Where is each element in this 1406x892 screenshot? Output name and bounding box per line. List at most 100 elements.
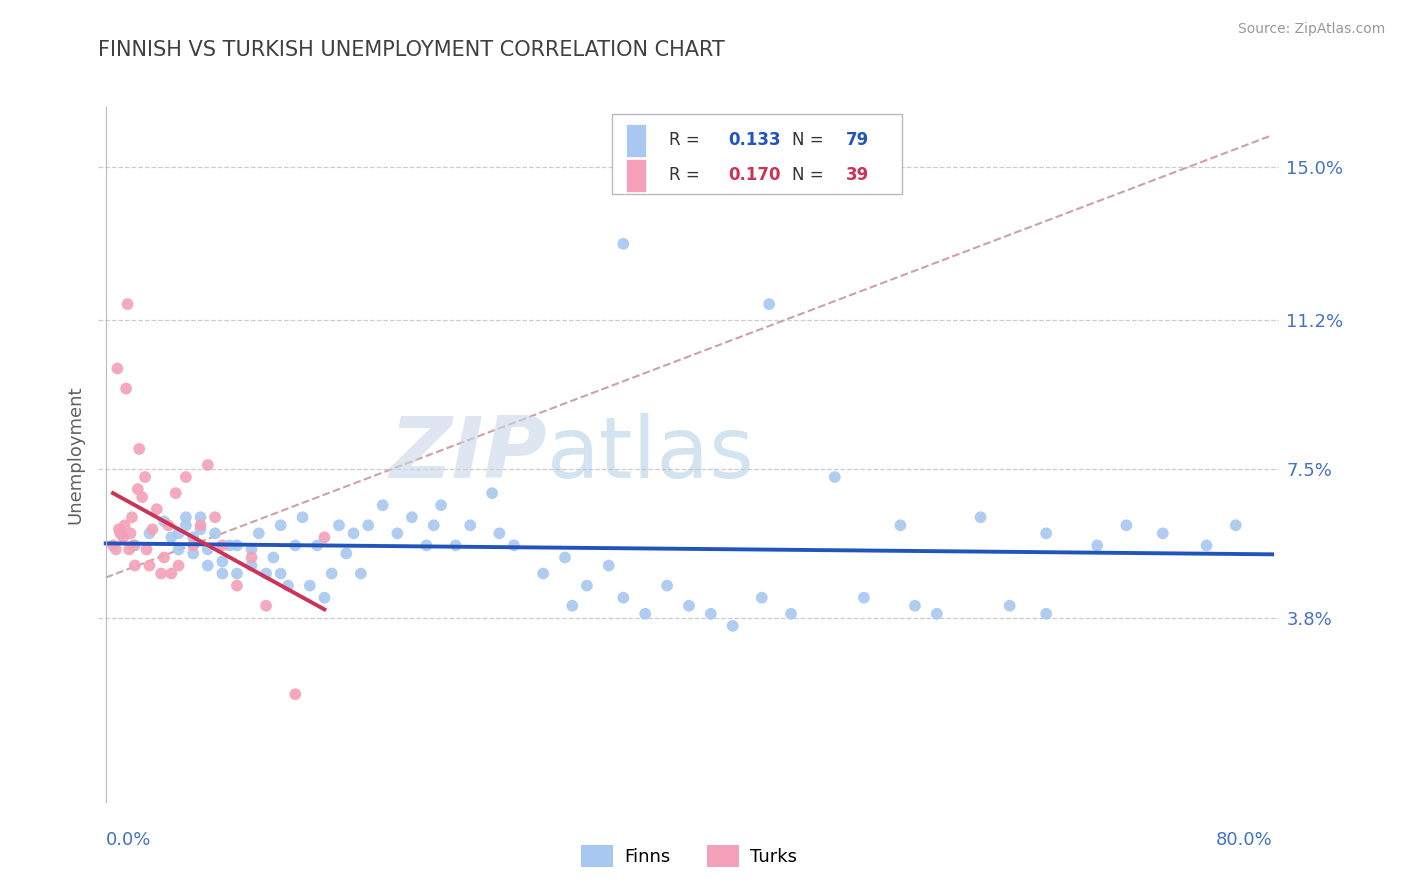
Point [240, 550, 263, 565]
Point [270, 518, 292, 533]
Point [904, 599, 927, 613]
Point [197, 558, 219, 573]
Point [321, 566, 343, 581]
Point [554, 550, 576, 565]
Point [138, 558, 160, 573]
Point [481, 486, 503, 500]
Text: N =: N = [792, 131, 828, 150]
Point [634, 607, 657, 621]
Point [105, 361, 128, 376]
Point [612, 591, 634, 605]
Point [117, 297, 139, 311]
Point [780, 607, 803, 621]
Point [1115, 518, 1137, 533]
Point [124, 538, 146, 552]
Point [357, 518, 380, 533]
Point [889, 518, 911, 533]
Text: FINNISH VS TURKISH UNEMPLOYMENT CORRELATION CHART: FINNISH VS TURKISH UNEMPLOYMENT CORRELAT… [98, 40, 725, 60]
Point [254, 566, 277, 581]
Point [678, 599, 700, 613]
Point [122, 538, 145, 552]
Point [204, 510, 226, 524]
Point [758, 297, 780, 311]
Point [415, 538, 437, 552]
Point [160, 566, 183, 581]
Point [284, 538, 307, 552]
Text: 80.0%: 80.0% [1215, 831, 1272, 849]
Point [598, 558, 620, 573]
Point [226, 579, 249, 593]
Point [240, 542, 263, 557]
Point [134, 470, 156, 484]
Point [108, 522, 131, 536]
Point [423, 518, 446, 533]
Point [226, 538, 249, 552]
Point [211, 566, 233, 581]
Text: 0.133: 0.133 [728, 131, 780, 150]
Point [197, 458, 219, 472]
Point [925, 607, 948, 621]
Point [226, 566, 249, 581]
Text: 39: 39 [846, 166, 869, 185]
Text: R =: R = [669, 166, 704, 185]
Point [141, 522, 163, 536]
Text: 0.0%: 0.0% [105, 831, 150, 849]
Point [211, 538, 233, 552]
Point [167, 558, 190, 573]
Point [1035, 607, 1057, 621]
Point [488, 526, 510, 541]
Point [145, 502, 167, 516]
Point [270, 566, 292, 581]
Point [430, 498, 453, 512]
Point [135, 542, 157, 557]
Point [167, 542, 190, 557]
FancyBboxPatch shape [612, 114, 901, 194]
Point [1085, 538, 1108, 552]
Point [190, 518, 212, 533]
Point [174, 470, 197, 484]
Point [138, 526, 160, 541]
Text: Source: ZipAtlas.com: Source: ZipAtlas.com [1237, 22, 1385, 37]
Point [401, 510, 423, 524]
Point [298, 579, 321, 593]
Point [101, 538, 124, 552]
Point [174, 510, 197, 524]
Point [503, 538, 526, 552]
Point [197, 542, 219, 557]
Point [104, 542, 127, 557]
Point [277, 579, 299, 593]
Point [112, 530, 135, 544]
Point [190, 510, 212, 524]
Point [1225, 518, 1247, 533]
FancyBboxPatch shape [626, 124, 645, 157]
Point [174, 518, 197, 533]
Text: 0.170: 0.170 [728, 166, 780, 185]
Point [211, 554, 233, 568]
Point [751, 591, 773, 605]
Point [114, 518, 136, 533]
Point [531, 566, 554, 581]
Text: atlas: atlas [547, 413, 755, 497]
Point [291, 510, 314, 524]
Point [181, 538, 204, 552]
Point [153, 550, 176, 565]
Point [181, 530, 204, 544]
Point [157, 518, 180, 533]
Point [153, 514, 176, 528]
Point [458, 518, 481, 533]
Point [998, 599, 1021, 613]
Text: ZIP: ZIP [389, 413, 547, 497]
Point [612, 236, 634, 251]
Point [167, 526, 190, 541]
Point [127, 482, 149, 496]
Point [824, 470, 846, 484]
Point [115, 382, 138, 396]
Point [254, 599, 277, 613]
Point [575, 579, 598, 593]
Point [118, 542, 141, 557]
Point [561, 599, 583, 613]
Point [247, 526, 270, 541]
Point [1035, 526, 1057, 541]
Point [444, 538, 467, 552]
Point [262, 550, 284, 565]
